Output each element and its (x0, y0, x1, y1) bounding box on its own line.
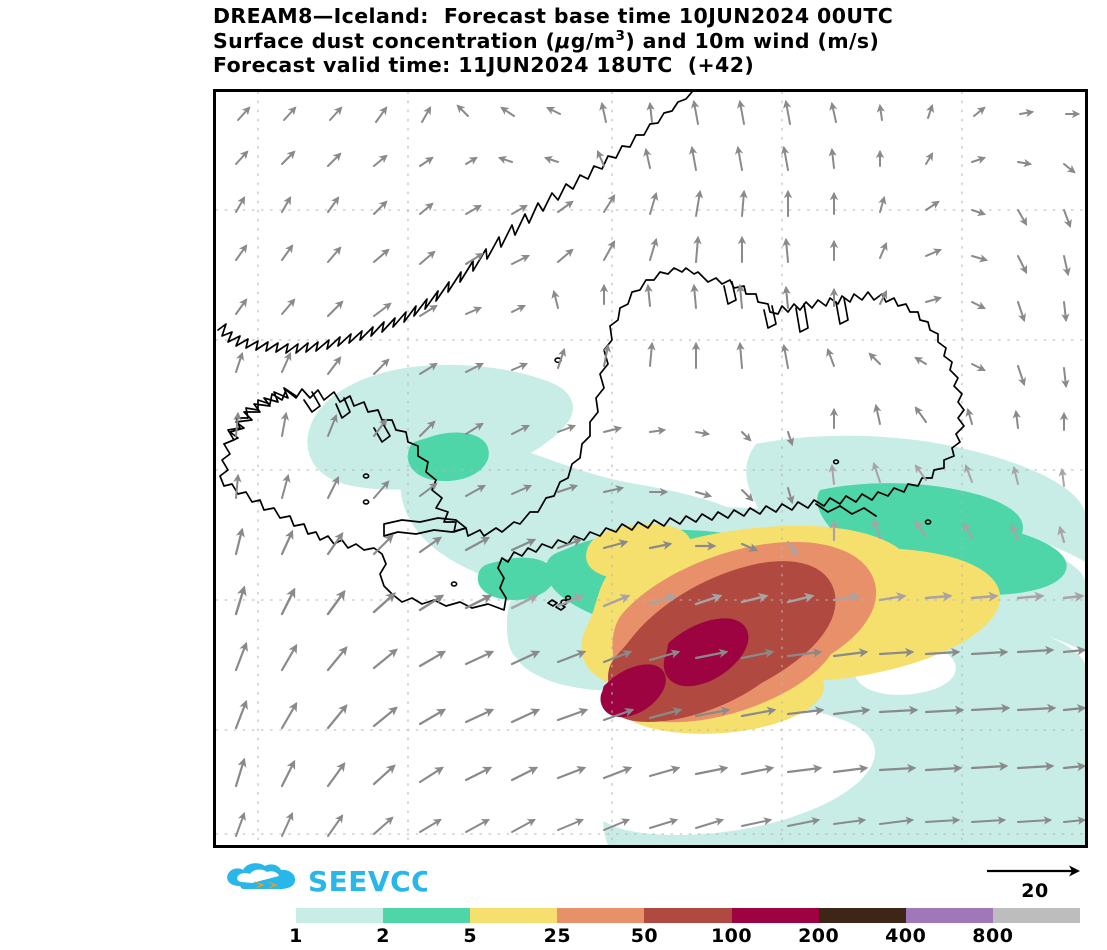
wind-scale-arrow-icon (987, 865, 1081, 877)
contour-band-100-200 (600, 618, 749, 718)
coastlines (217, 92, 965, 611)
colorbar-segment (383, 908, 471, 923)
wind-row-11 (234, 641, 1085, 672)
colorbar-tick: 2 (376, 925, 390, 947)
wind-row-8-over-dust (828, 461, 1067, 487)
wind-row-10 (234, 585, 493, 616)
north-peninsula-b (763, 305, 777, 329)
colorbar-tick: 200 (798, 925, 840, 947)
colorbar-segment (731, 908, 819, 923)
colorbar-tick: 25 (543, 925, 572, 947)
map-plot-frame (213, 89, 1088, 848)
wind-row-5 (235, 283, 1070, 323)
colorbar-tick: 1 (289, 925, 303, 947)
colorbar-segment (557, 908, 645, 923)
colorbar-segment (905, 908, 993, 923)
map-title-block: DREAM8—Iceland: Forecast base time 10JUN… (213, 4, 1093, 78)
colorbar-segment (470, 908, 558, 923)
colorbar-tick: 800 (972, 925, 1014, 947)
wind-row-8 (233, 473, 795, 505)
north-peninsula-a (723, 281, 737, 305)
colorbar-tick: 5 (463, 925, 478, 947)
title-line-valid-time: Forecast valid time: 11JUN2024 18UTC (+4… (213, 53, 755, 77)
concentration-colorbar (296, 908, 1080, 923)
wind-row-9-over-dust (786, 517, 1067, 557)
westfjords-inlet-b (335, 397, 351, 419)
colorbar-tick: 50 (630, 925, 659, 947)
greenland-coastline (217, 92, 693, 354)
cloud-icon (227, 863, 296, 889)
wind-scale-value: 20 (1021, 880, 1049, 902)
graticule-gridlines (216, 92, 1085, 845)
wind-vector-field (233, 99, 1085, 837)
snaefellsnes-peninsula (383, 517, 467, 537)
skjalfandi-inlet (835, 297, 849, 325)
title-variable-prefix: Surface dust concentration ( (213, 28, 556, 53)
seevccc-logo-svg: SEEVCCC (227, 863, 453, 898)
colorbar-tick: 400 (885, 925, 927, 947)
wind-row-6 (235, 341, 1070, 389)
title-units-exponent: 3 (615, 27, 626, 44)
title-line-variable: Surface dust concentration (μg/m3) and 1… (213, 29, 1093, 54)
wind-row-10-over-dust (510, 591, 1085, 610)
micro-symbol: μ (555, 28, 571, 53)
wind-scale-reference: 20 (985, 862, 1085, 902)
wind-row-2 (235, 145, 1076, 174)
colorbar-segment (296, 908, 384, 923)
seevccc-logo: SEEVCCC (222, 861, 453, 899)
map-canvas (216, 92, 1085, 845)
wind-row-1 (237, 99, 1081, 125)
arrow-chevron-icon (254, 881, 278, 889)
colorbar-tick: 100 (710, 925, 753, 947)
title-units-body: g/m (570, 28, 616, 53)
colorbar-segment (644, 908, 732, 923)
southeast-coast-detail (815, 503, 877, 517)
wind-row-4 (235, 235, 1071, 277)
westfjords-inlet-a (303, 391, 321, 413)
logo-text: SEEVCCC (308, 865, 427, 898)
eyjafjordur-inlet (795, 303, 809, 333)
wind-row-7 (233, 403, 1069, 447)
wind-row-13 (234, 757, 1085, 788)
colorbar-tick-labels: 1 2 5 25 50 100 200 400 800 (289, 925, 1080, 949)
wind-row-14 (235, 811, 1085, 837)
wind-row-12 (234, 699, 1085, 730)
colorbar-segment (992, 908, 1080, 923)
title-line-base-time: DREAM8—Iceland: Forecast base time 10JUN… (213, 4, 894, 28)
wind-row-9 (234, 527, 759, 556)
breidafjordur-inlet (373, 421, 391, 443)
wind-row-3 (235, 189, 1072, 229)
colorbar-segment (818, 908, 906, 923)
title-variable-suffix: ) and 10m wind (m/s) (625, 28, 880, 53)
